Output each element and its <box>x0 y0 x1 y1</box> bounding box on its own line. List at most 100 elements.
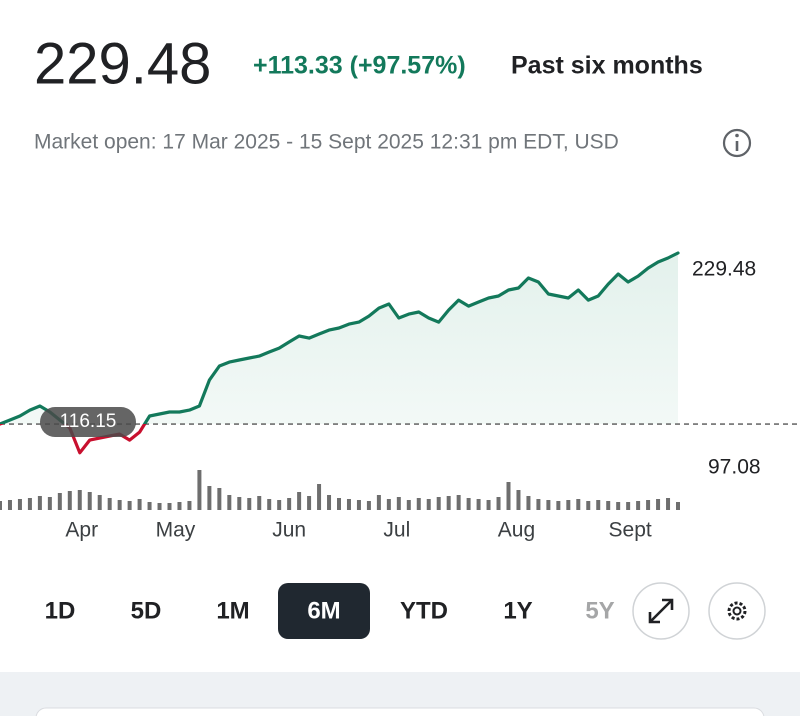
volume-bar <box>576 499 581 510</box>
volume-bar <box>536 499 541 510</box>
volume-bar <box>337 498 341 510</box>
volume-bar <box>7 500 12 510</box>
volume-bar <box>626 502 631 510</box>
volume-bar <box>426 499 431 510</box>
volume-bar <box>267 499 272 510</box>
range-button[interactable]: 1D <box>45 597 76 624</box>
last-price-label: 229.48 <box>692 258 756 281</box>
volume-bar <box>227 495 232 510</box>
volume-bar <box>436 497 441 510</box>
volume-bar <box>97 495 102 510</box>
volume-bar <box>646 500 651 510</box>
expand-button[interactable] <box>632 582 690 640</box>
volume-bar <box>247 498 252 510</box>
range-buttons: 1D5D1M6MYTD1Y5Y <box>45 583 615 639</box>
volume-bar <box>27 498 32 510</box>
status: Market open: 17 Mar 2025 - 15 Sept 2025 … <box>34 131 619 154</box>
volume-bar <box>446 496 451 510</box>
volume-bar <box>107 498 112 510</box>
volume-bar <box>277 500 282 510</box>
range-button[interactable]: 1M <box>216 597 249 624</box>
change: +113.33 (+97.57%) <box>253 52 466 80</box>
volume-bar <box>406 500 411 510</box>
volume-bar <box>466 498 471 510</box>
volume-bar <box>676 502 680 510</box>
volume-bar <box>137 499 142 510</box>
reference-pill <box>40 407 136 438</box>
volume-bar <box>207 486 212 510</box>
low-label: 97.08 <box>708 456 761 479</box>
range-button-bg <box>278 583 370 639</box>
x-tick-label: May <box>156 519 196 542</box>
volume-bar <box>346 499 351 510</box>
volume-bar <box>526 496 531 510</box>
volume-bar <box>546 500 551 510</box>
volume-bar <box>147 502 152 510</box>
chart: 116.15 229.48 97.08 Apr May Jun Jul Aug Sept <box>0 251 800 542</box>
volume-bar <box>376 495 381 510</box>
volume-bar <box>287 498 292 510</box>
volume-bar <box>596 500 601 510</box>
x-tick-label: Aug <box>498 519 535 542</box>
volume-bar <box>0 501 2 510</box>
range-button-label: 1D <box>45 597 76 624</box>
x-tick-label: Jun <box>272 519 306 542</box>
x-tick-label: Jul <box>383 519 410 542</box>
volume-bar <box>307 496 312 510</box>
range-button-label: 6M <box>307 597 340 624</box>
volume-bar <box>257 496 262 510</box>
card-edge <box>35 707 765 716</box>
volume-bar <box>297 492 302 510</box>
volume-bar <box>666 498 671 510</box>
volume-bar <box>17 499 22 510</box>
volume-bar <box>386 499 391 510</box>
range-button-label: 1Y <box>503 597 532 624</box>
volume-bar <box>77 490 82 510</box>
range-button[interactable]: 5D <box>131 597 162 624</box>
range-button[interactable]: 1Y <box>503 597 532 624</box>
volume-bar <box>57 493 62 510</box>
volume-bar <box>456 495 461 510</box>
volume-bar <box>197 470 202 510</box>
volume-bar <box>177 502 182 510</box>
price: 229.48 <box>34 31 211 96</box>
volume-bar <box>516 490 521 510</box>
volume-bar <box>586 501 591 510</box>
scroll-fade <box>585 575 621 647</box>
range-button-label: YTD <box>400 597 448 624</box>
volume-bar <box>606 501 611 510</box>
period: Past six months <box>511 52 703 80</box>
volume-bar <box>237 497 242 510</box>
volume-bar <box>476 499 481 510</box>
volume-bar <box>67 491 72 510</box>
range-button[interactable]: 6M <box>278 583 370 639</box>
volume-bar <box>616 502 621 510</box>
volume-bar <box>636 501 641 510</box>
volume-bar <box>187 501 192 510</box>
volume-bar <box>656 499 661 510</box>
volume-bar <box>366 501 371 510</box>
volume-bar <box>167 503 172 510</box>
range-button-label: 5D <box>131 597 162 624</box>
settings-button[interactable] <box>708 582 766 640</box>
volume-bar <box>37 496 42 510</box>
volume-bar <box>566 500 571 510</box>
area <box>0 253 678 425</box>
volume-bar <box>47 497 52 510</box>
volume-bar <box>217 488 222 510</box>
volume-bar <box>556 501 561 510</box>
reference-label: 116.15 <box>60 411 117 432</box>
volume-bar <box>356 500 361 510</box>
info-icon[interactable] <box>722 128 752 158</box>
volume-bar <box>506 482 511 510</box>
volume-bar <box>117 500 122 510</box>
scroll-fade <box>0 575 48 647</box>
range-button[interactable]: YTD <box>400 597 448 624</box>
range-button-label: 1M <box>216 597 249 624</box>
x-tick-label: Apr <box>65 519 98 542</box>
volume-bar <box>87 492 92 510</box>
x-tick-label: Sept <box>609 519 652 542</box>
volume-bar <box>486 500 491 510</box>
